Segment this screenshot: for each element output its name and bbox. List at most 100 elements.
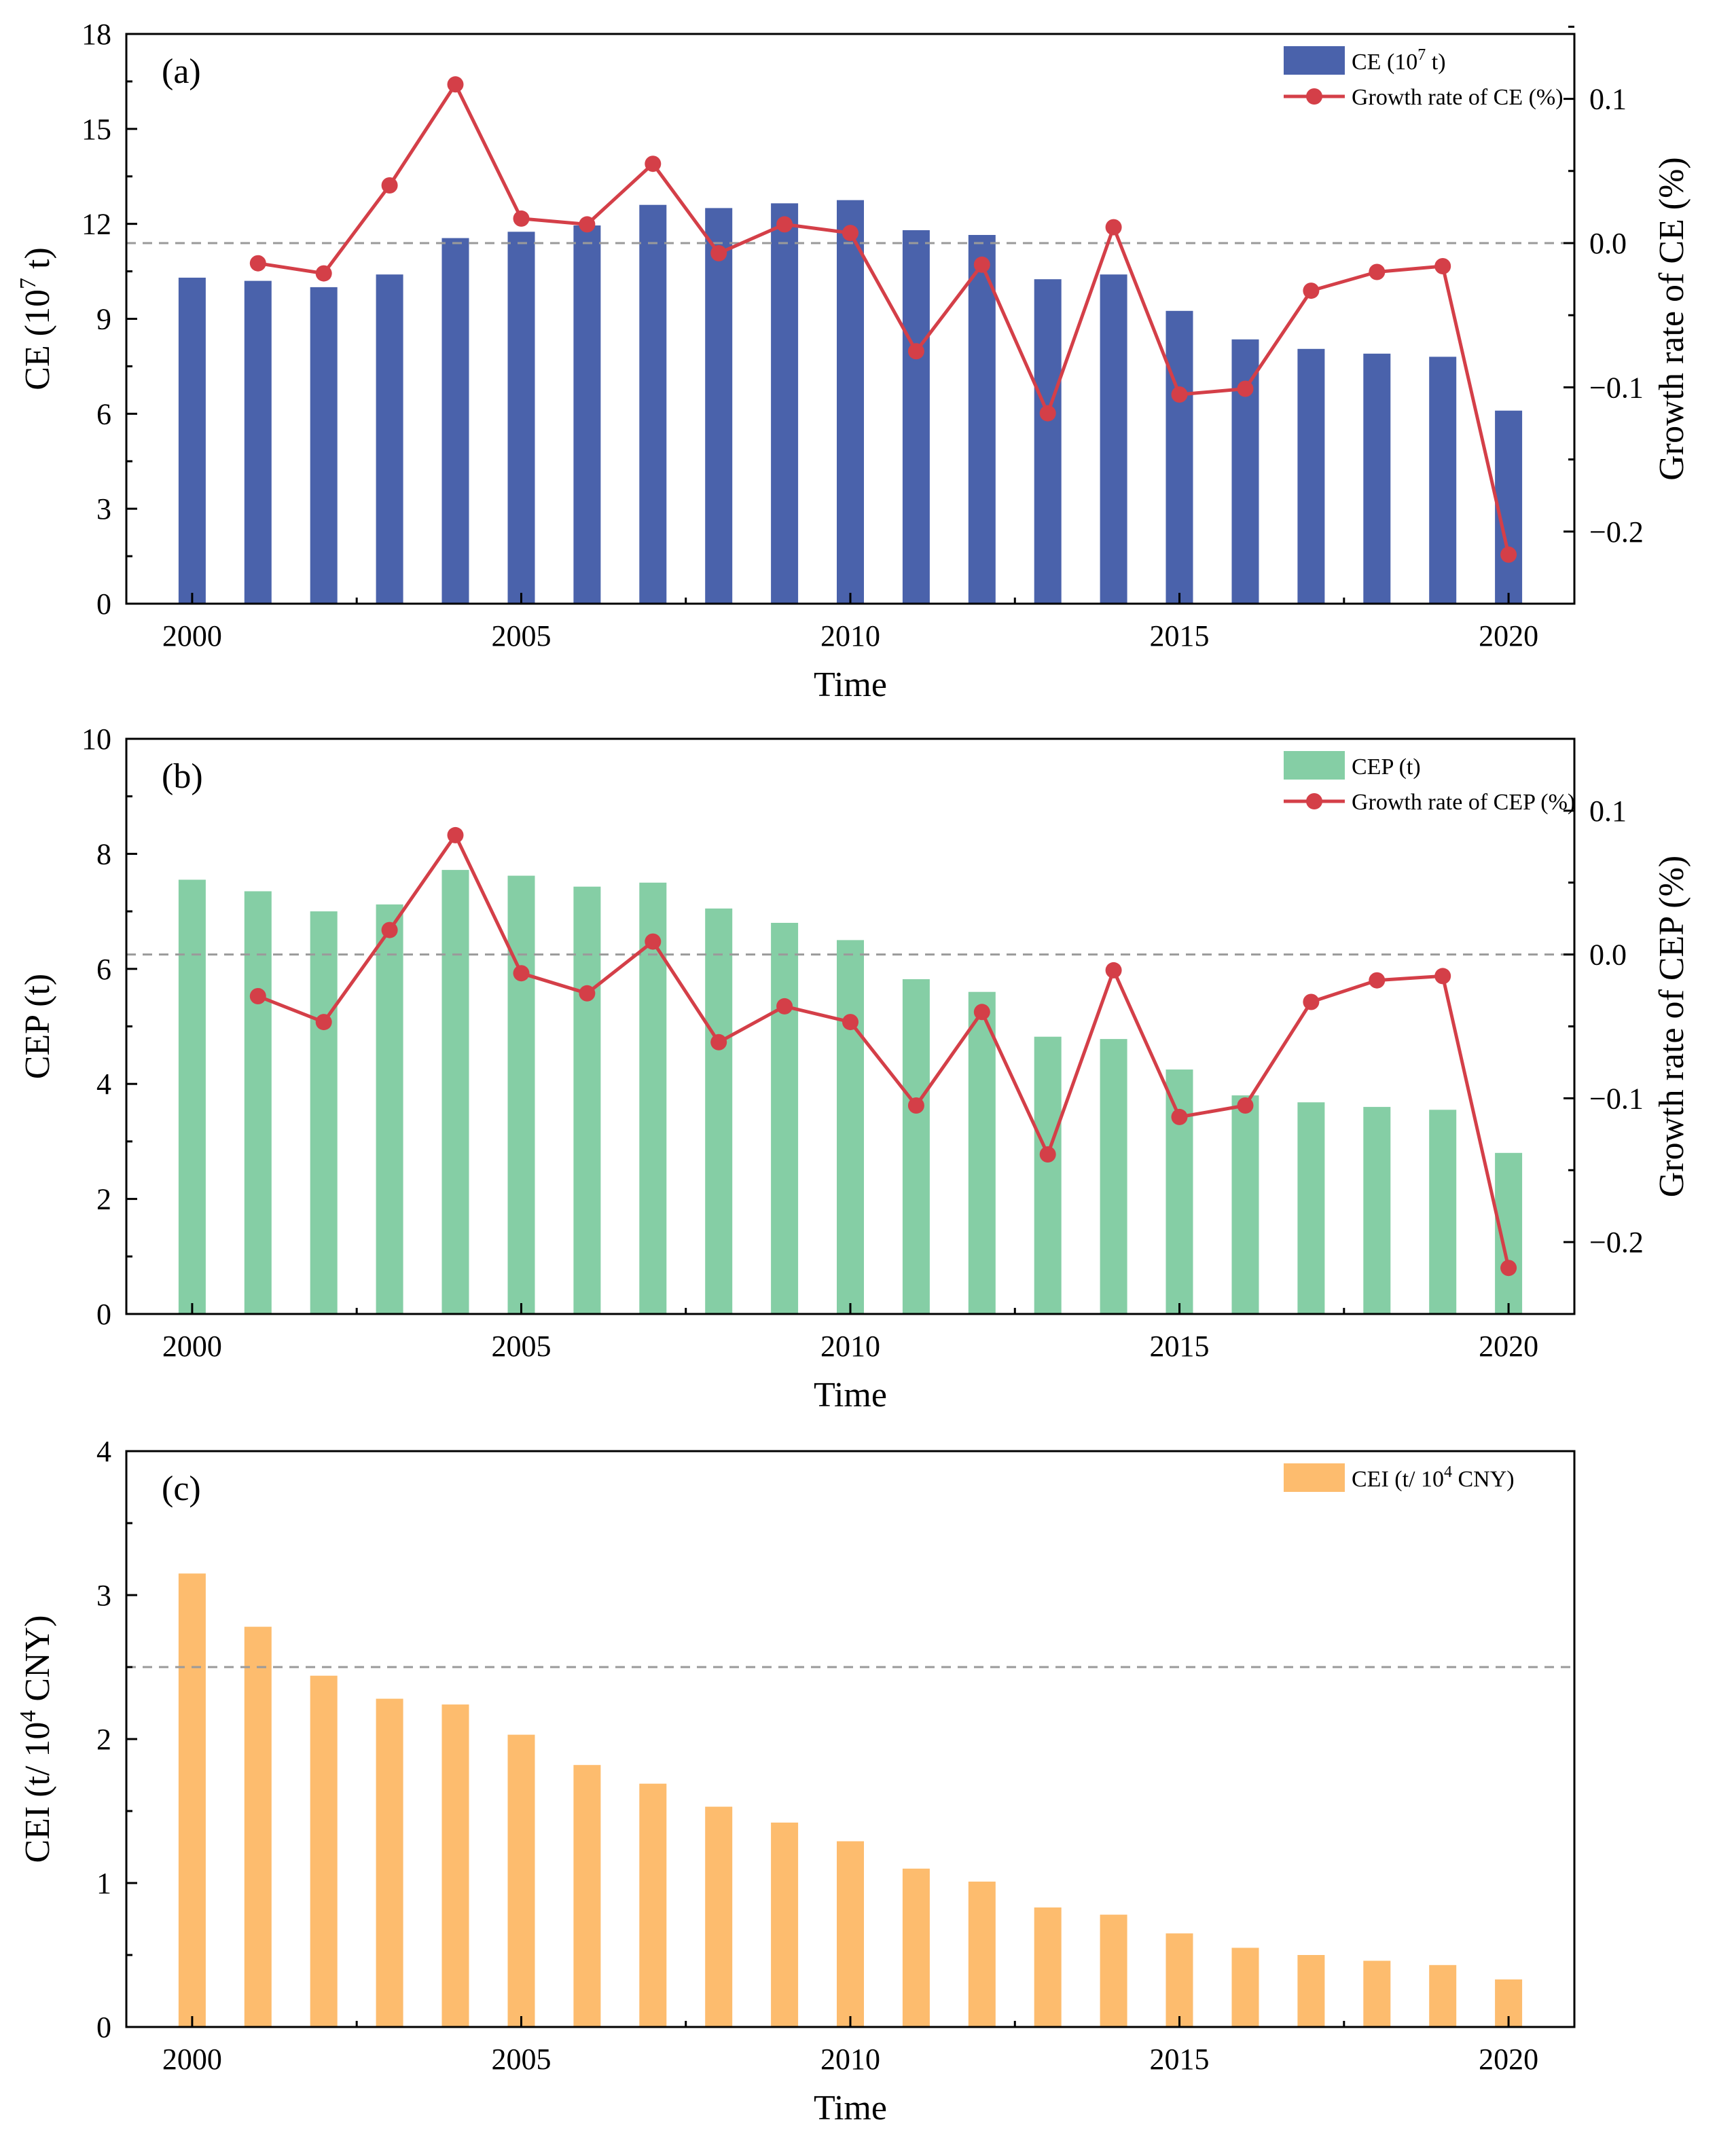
y-axis-title-sup: 4: [16, 1711, 41, 1722]
legend-label-tail: t): [1426, 50, 1445, 75]
growth-rate-point-2018: [1369, 972, 1386, 989]
y-tick-label: 6: [96, 397, 111, 431]
legend-label-main: CE (10: [1352, 50, 1417, 75]
x-axis-title: Time: [814, 1376, 887, 1414]
growth-rate-point-2007: [645, 156, 662, 172]
bar-2011: [902, 979, 930, 1314]
growth-rate-point-2013: [1039, 405, 1056, 422]
panel-label: (c): [162, 1469, 201, 1508]
bar-2009: [771, 203, 799, 604]
y-tick-label: 12: [82, 208, 111, 241]
y2-axis-title: Growth rate of CE (%): [1652, 157, 1691, 481]
bar-2016: [1231, 1948, 1259, 2027]
legend-label-main: CEP (t): [1352, 754, 1421, 780]
bar-2004: [441, 1704, 469, 2027]
x-axis-title: Time: [814, 665, 887, 704]
growth-rate-point-2004: [447, 826, 464, 843]
bar-2011: [902, 1868, 930, 2027]
bar-2003: [376, 1698, 403, 2027]
growth-rate-point-2002: [315, 265, 332, 282]
bar-2015: [1165, 1070, 1193, 1314]
bar-2017: [1297, 348, 1325, 604]
x-tick-label: 2005: [491, 1330, 551, 1363]
legend-swatch-marker: [1306, 88, 1322, 105]
growth-rate-point-2020: [1500, 546, 1517, 563]
legend-label: CEI (t/ 104 CNY): [1352, 1463, 1515, 1492]
bar-2005: [507, 232, 535, 604]
bar-2015: [1165, 310, 1193, 604]
bar-2006: [573, 1765, 601, 2027]
bars: [178, 870, 1523, 1315]
growth-rate-point-2003: [381, 177, 398, 194]
growth-rate-point-2015: [1171, 386, 1188, 403]
legend-label-main: Growth rate of CE (%): [1352, 85, 1564, 110]
growth-rate-point-2001: [249, 988, 266, 1004]
y-axis-title: CEP (t): [18, 974, 57, 1080]
bar-2016: [1231, 1095, 1259, 1314]
growth-rate-point-2008: [710, 244, 727, 261]
legend-label-tail: CNY): [1452, 1467, 1515, 1492]
y-tick-label: 3: [96, 1579, 111, 1612]
bar-2009: [771, 923, 799, 1314]
bar-2018: [1363, 1107, 1391, 1314]
growth-rate-point-2014: [1105, 962, 1122, 979]
legend-label-main: CEI (t/ 10: [1352, 1467, 1444, 1492]
x-axis-title: Time: [814, 2089, 887, 2127]
growth-rate-point-2009: [776, 216, 793, 233]
bar-2002: [310, 287, 338, 604]
legend-label-sup: 4: [1444, 1463, 1452, 1481]
y2-tick-label: 0.1: [1589, 83, 1627, 116]
bar-2005: [507, 1734, 535, 2027]
growth-rate-line: [257, 82, 1511, 555]
y2-tick-label: −0.2: [1589, 1226, 1644, 1259]
y-axis-title-tail: CNY): [18, 1615, 57, 1710]
bar-2018: [1363, 1960, 1391, 2027]
panel-label: (b): [162, 757, 203, 796]
legend-swatch-marker: [1306, 793, 1322, 809]
panel-label: (a): [162, 52, 201, 91]
y-tick-label: 0: [96, 2011, 111, 2044]
bar-2013: [1034, 1907, 1062, 2027]
y-tick-label: 3: [96, 492, 111, 526]
bar-2006: [573, 225, 601, 604]
growth-rate-point-2012: [973, 256, 990, 273]
bar-2001: [244, 1626, 272, 2027]
growth-rate-point-2018: [1369, 263, 1386, 280]
bar-2003: [376, 904, 403, 1314]
legend-swatch-bar: [1284, 1463, 1345, 1492]
y-tick-label: 4: [96, 1435, 111, 1468]
x-tick-label: 2005: [491, 619, 551, 653]
x-axis: 2000 2005 2010 2015 2020: [162, 1303, 1538, 1363]
y-tick-label: 2: [96, 1183, 111, 1216]
y-tick-label: 2: [96, 1723, 111, 1756]
y-axis-title-sup: 7: [16, 278, 41, 289]
bar-2011: [902, 230, 930, 604]
y2-axis-title: Growth rate of CEP (%): [1652, 856, 1691, 1198]
growth-rate-point-2011: [907, 1097, 924, 1114]
legend-swatch-bar: [1284, 751, 1345, 780]
bar-2017: [1297, 1955, 1325, 2027]
bar-2014: [1100, 274, 1127, 604]
bar-2008: [705, 1806, 733, 2027]
legend-swatch-bar: [1284, 46, 1345, 75]
bar-2008: [705, 208, 733, 604]
growth-rate-point-2004: [447, 76, 464, 93]
legend-label: Growth rate of CEP (%): [1352, 790, 1575, 815]
growth-rate-point-2015: [1171, 1108, 1188, 1125]
growth-rate-point-2013: [1039, 1146, 1056, 1163]
bar-2005: [507, 875, 535, 1314]
x-axis: 2000 2005 2010 2015 2020: [162, 2016, 1538, 2076]
bar-2006: [573, 886, 601, 1314]
bar-2014: [1100, 1039, 1127, 1314]
y2-axis: −0.2 −0.1 0.0 0.1: [1564, 737, 1644, 1259]
bar-2019: [1429, 1110, 1457, 1314]
growth-rate-point-2016: [1237, 1097, 1254, 1114]
legend-label-sup: 7: [1417, 46, 1426, 64]
growth-rate-point-2007: [645, 933, 662, 950]
bar-2000: [178, 277, 206, 604]
growth-rate-line: [257, 833, 1511, 1268]
growth-rate-point-2016: [1237, 380, 1254, 397]
growth-rate-point-2019: [1434, 258, 1451, 274]
bar-2019: [1429, 1965, 1457, 2027]
